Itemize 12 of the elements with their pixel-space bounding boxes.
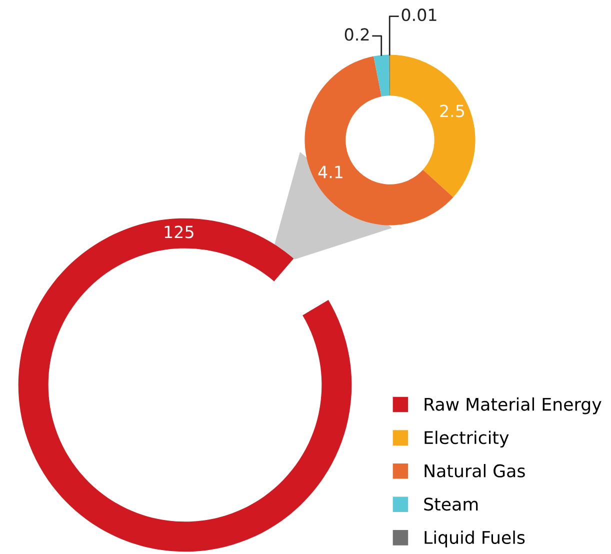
legend-label: Liquid Fuels (424, 530, 525, 548)
data-label: 125 (164, 226, 194, 238)
legend-label: Natural Gas (424, 464, 525, 478)
data-label: 4.1 (318, 166, 342, 178)
data-label: 0.01 (402, 8, 436, 22)
data-label: 0.2 (344, 28, 369, 41)
legend-label: Raw Material Energy (424, 397, 602, 414)
donut-slice (390, 54, 476, 198)
legend-label: Electricity (424, 430, 509, 448)
donut-slice (374, 54, 390, 96)
legend-label: Steam (424, 498, 478, 511)
data-label: 2.5 (440, 104, 464, 118)
